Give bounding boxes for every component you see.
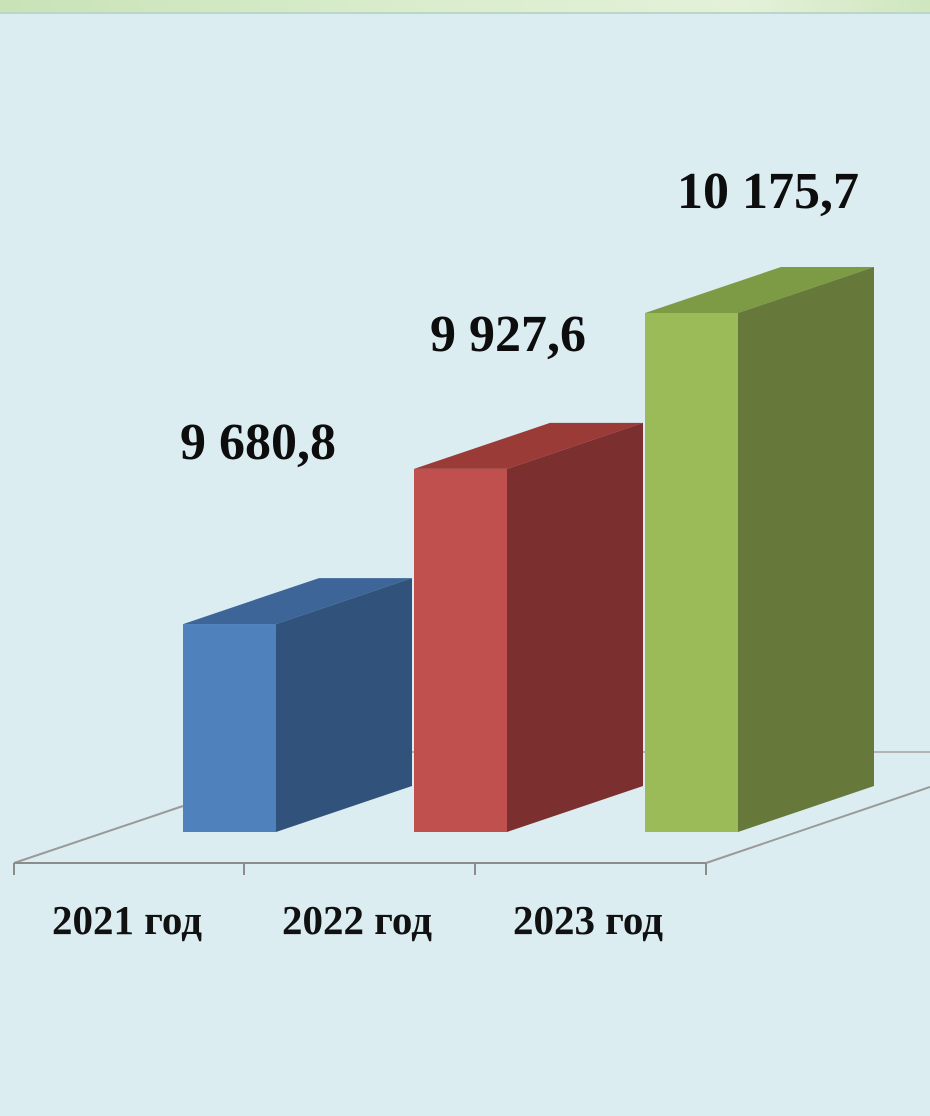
bar-top-face — [645, 266, 874, 313]
value-label: 10 175,7 — [677, 163, 859, 220]
bar-2023 — [645, 266, 874, 832]
bar-front-face — [183, 624, 276, 832]
bar-top-face — [414, 422, 643, 469]
value-labels-layer: 9 680,8 9 927,6 10 175,7 — [180, 163, 859, 471]
x-tick-label: 2022 год — [282, 897, 432, 943]
bar-front-face — [414, 468, 507, 832]
x-axis-ticks — [13, 863, 707, 875]
value-label: 9 680,8 — [180, 414, 336, 471]
bar-side-face — [276, 578, 412, 832]
bar-side-face — [507, 422, 643, 832]
bars-layer — [183, 266, 874, 832]
bar-2022 — [414, 422, 643, 832]
category-labels-layer: 2021 год 2022 год 2023 год — [52, 897, 663, 943]
bar-top-face — [183, 578, 412, 625]
bar-front-face — [645, 312, 738, 832]
value-label: 9 927,6 — [430, 306, 586, 363]
top-decorative-strip — [0, 0, 930, 14]
bar-side-face — [738, 266, 874, 832]
x-tick-label: 2023 год — [513, 897, 663, 943]
x-tick-label: 2021 год — [52, 897, 202, 943]
bar-2021 — [183, 578, 412, 832]
